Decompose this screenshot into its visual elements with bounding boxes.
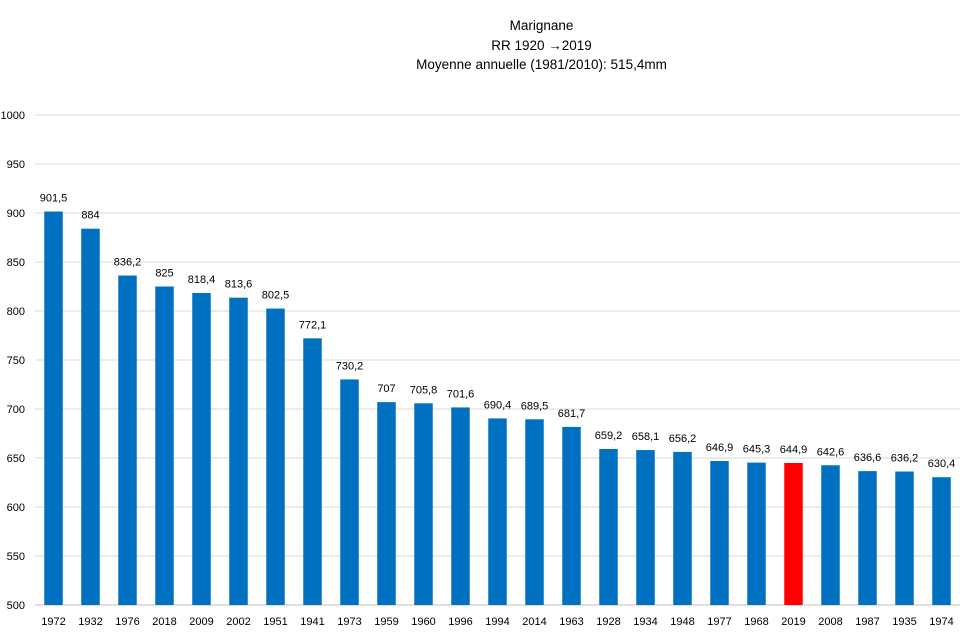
bar-1928 — [599, 448, 618, 605]
data-label: 645,3 — [743, 444, 771, 456]
bar-1959 — [377, 402, 396, 605]
x-tick-label: 1935 — [892, 616, 916, 628]
x-tick-label: 1934 — [633, 616, 657, 628]
y-tick-label: 800 — [7, 306, 25, 318]
x-tick-label: 1994 — [485, 616, 509, 628]
data-label: 701,6 — [447, 388, 475, 400]
x-tick-label: 1968 — [744, 616, 768, 628]
data-label: 656,2 — [669, 433, 697, 445]
chart-title: Marignane RR 1920 →2019 Moyenne annuelle… — [0, 16, 971, 75]
y-tick-label: 950 — [7, 159, 25, 171]
bars — [44, 211, 951, 605]
data-label: 689,5 — [521, 400, 549, 412]
data-labels: 901,5 884 836,2 825 818,4 813,6 802,5 772,1 730,… — [40, 193, 956, 471]
data-label: 630,4 — [928, 458, 956, 470]
chart-title-line-1: Marignane — [509, 18, 574, 33]
bar-1963 — [562, 426, 581, 605]
data-label: 836,2 — [114, 257, 142, 269]
bar-1996 — [451, 407, 470, 605]
x-tick-label: 2008 — [818, 616, 842, 628]
chart-title-line-3: Moyenne annuelle (1981/2010): 515,4mm — [416, 57, 667, 72]
x-tick-label: 1948 — [670, 616, 694, 628]
bar-2009 — [192, 292, 211, 605]
chart-title-line-2: RR 1920 →2019 — [491, 37, 592, 53]
y-tick-label: 650 — [7, 453, 25, 465]
x-tick-label: 2018 — [152, 616, 176, 628]
data-label: 636,6 — [854, 452, 882, 464]
x-tick-label: 1974 — [929, 616, 953, 628]
data-label: 818,4 — [188, 274, 216, 286]
x-tick-label: 1928 — [596, 616, 620, 628]
x-tick-label: 1951 — [263, 616, 287, 628]
x-tick-label: 1932 — [78, 616, 102, 628]
y-tick-label: 700 — [7, 404, 25, 416]
bar-1968 — [747, 462, 766, 605]
x-tick-label: 1996 — [448, 616, 472, 628]
x-tick-label: 1959 — [374, 616, 398, 628]
data-label: 659,2 — [595, 430, 623, 442]
x-tick-label: 2009 — [189, 616, 213, 628]
x-tick-label: 1976 — [115, 616, 139, 628]
x-tick-label: 1941 — [300, 616, 324, 628]
bar-2014 — [525, 419, 544, 605]
y-tick-label: 1000 — [1, 110, 25, 122]
bar-2008 — [821, 465, 840, 605]
x-axis-tick-labels: 1972 1932 1976 2018 2009 2002 1951 1941 1973 1959… — [41, 616, 953, 628]
y-tick-label: 550 — [7, 551, 25, 563]
data-label: 884 — [81, 210, 99, 222]
x-tick-label: 1973 — [337, 616, 361, 628]
data-label: 646,9 — [706, 442, 734, 454]
bar-1960 — [414, 403, 433, 605]
data-label: 825 — [155, 268, 173, 280]
bar-2002 — [229, 297, 248, 605]
data-label: 707 — [377, 383, 395, 395]
x-tick-label: 1960 — [411, 616, 435, 628]
y-tick-label: 750 — [7, 355, 25, 367]
data-label: 802,5 — [262, 290, 290, 302]
data-label: 644,9 — [780, 444, 808, 456]
x-tick-label: 1977 — [707, 616, 731, 628]
x-tick-label: 1963 — [559, 616, 583, 628]
data-label: 690,4 — [484, 399, 512, 411]
bar-1974 — [932, 477, 951, 605]
bar-1935 — [895, 471, 914, 605]
bar-1987 — [858, 471, 877, 605]
data-label: 636,2 — [891, 453, 919, 465]
bar-1934 — [636, 450, 655, 605]
x-tick-label: 1987 — [855, 616, 879, 628]
bar-1941 — [303, 338, 322, 605]
y-axis-tick-labels: 500 550 600 650 700 750 800 850 900 950 1000 — [1, 110, 25, 612]
y-tick-label: 600 — [7, 502, 25, 514]
bar-1977 — [710, 461, 729, 605]
data-label: 901,5 — [40, 193, 68, 205]
bar-1973 — [340, 379, 359, 605]
bar-2018 — [155, 286, 174, 605]
y-tick-label: 850 — [7, 257, 25, 269]
data-label: 772,1 — [299, 319, 327, 331]
y-tick-label: 900 — [7, 208, 25, 220]
bar-1976 — [118, 275, 137, 605]
data-label: 730,2 — [336, 360, 364, 372]
data-label: 681,7 — [558, 408, 586, 420]
data-label: 705,8 — [410, 384, 438, 396]
bar-1932 — [81, 228, 100, 605]
data-label: 642,6 — [817, 446, 845, 458]
bar-1948 — [673, 451, 692, 605]
x-tick-label: 2019 — [781, 616, 805, 628]
x-tick-label: 2014 — [522, 616, 546, 628]
bar-2019 — [784, 462, 803, 605]
x-tick-label: 2002 — [226, 616, 250, 628]
bar-1994 — [488, 418, 507, 605]
bar-1972 — [44, 211, 63, 605]
y-tick-label: 500 — [7, 600, 25, 612]
bar-1951 — [266, 308, 285, 605]
data-label: 658,1 — [632, 431, 660, 443]
data-label: 813,6 — [225, 279, 253, 291]
x-tick-label: 1972 — [41, 616, 65, 628]
